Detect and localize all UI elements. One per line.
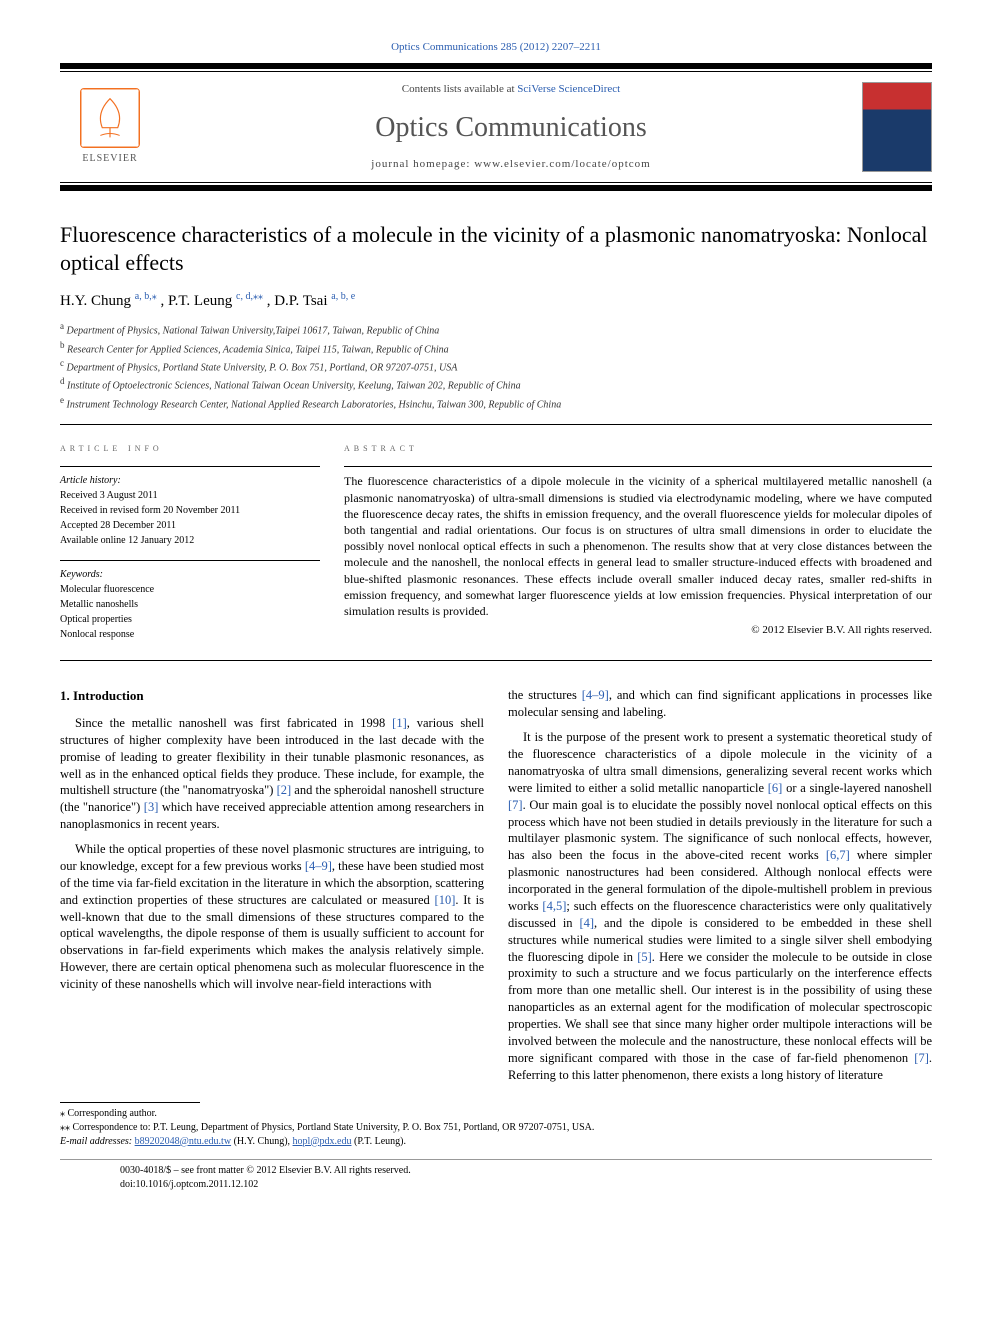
article-history-block: Article history: Received 3 August 2011 … xyxy=(60,473,320,548)
abstract-column: abstract The fluorescence characteristic… xyxy=(344,441,932,654)
author-1-name: H.Y. Chung xyxy=(60,293,131,309)
history-online: Available online 12 January 2012 xyxy=(60,533,320,548)
email-who-2: (P.T. Leung). xyxy=(354,1136,406,1147)
body-columns: 1. Introduction Since the metallic nanos… xyxy=(0,667,992,1101)
email-addresses-line: E-mail addresses: b89202048@ntu.edu.tw (… xyxy=(60,1135,932,1149)
info-divider-1 xyxy=(60,466,320,467)
branding-center: Contents lists available at SciVerse Sci… xyxy=(160,82,862,172)
journal-cover-thumbnail[interactable] xyxy=(862,82,932,172)
footnotes: ⁎ Corresponding author. ⁎⁎ Correspondenc… xyxy=(0,1102,992,1159)
keywords-block: Keywords: Molecular fluorescence Metalli… xyxy=(60,567,320,642)
affil-text-b: Research Center for Applied Sciences, Ac… xyxy=(67,344,449,355)
abstract-heading: abstract xyxy=(344,441,932,456)
author-3-name: D.P. Tsai xyxy=(274,293,327,309)
homepage-url[interactable]: www.elsevier.com/locate/optcom xyxy=(474,158,651,170)
contents-prefix: Contents lists available at xyxy=(402,83,517,95)
keywords-label: Keywords: xyxy=(60,567,320,582)
page-header: Optics Communications 285 (2012) 2207–22… xyxy=(0,0,992,191)
affil-key-e: e xyxy=(60,395,64,405)
author-1-corr[interactable]: ⁎ xyxy=(152,291,157,302)
affiliation-e: e Instrument Technology Research Center,… xyxy=(60,394,932,412)
bottom-left: 0030-4018/$ – see front matter © 2012 El… xyxy=(120,1164,411,1192)
affiliation-d: d Institute of Optoelectronic Sciences, … xyxy=(60,375,932,393)
doi-line[interactable]: doi:10.1016/j.optcom.2011.12.102 xyxy=(120,1178,411,1192)
journal-reference[interactable]: Optics Communications 285 (2012) 2207–22… xyxy=(60,40,932,55)
journal-homepage-line: journal homepage: www.elsevier.com/locat… xyxy=(160,157,862,172)
keyword-3: Optical properties xyxy=(60,612,320,627)
section-1-heading: 1. Introduction xyxy=(60,687,484,705)
affiliation-a: a Department of Physics, National Taiwan… xyxy=(60,320,932,338)
divider-after-abstract-wrap xyxy=(0,660,992,661)
affil-text-c: Department of Physics, Portland State Un… xyxy=(67,362,458,373)
keyword-2: Metallic nanoshells xyxy=(60,597,320,612)
author-list: H.Y. Chung a, b,⁎ , P.T. Leung c, d,⁎⁎ ,… xyxy=(60,290,932,312)
publisher-logo-box: ELSEVIER xyxy=(60,82,160,172)
author-1-affil[interactable]: a, b, xyxy=(135,291,152,302)
journal-name: Optics Communications xyxy=(160,108,862,147)
intro-para-3-cont: the structures [4–9], and which can find… xyxy=(508,687,932,721)
history-label: Article history: xyxy=(60,473,320,488)
article-info-column: article info Article history: Received 3… xyxy=(60,441,320,654)
bottom-bar: 0030-4018/$ – see front matter © 2012 El… xyxy=(60,1159,932,1212)
intro-para-4: It is the purpose of the present work to… xyxy=(508,729,932,1083)
author-2-affil[interactable]: c, d, xyxy=(236,291,253,302)
author-3[interactable]: D.P. Tsai a, b, e xyxy=(274,293,355,309)
affiliation-c: c Department of Physics, Portland State … xyxy=(60,357,932,375)
body-column-left: 1. Introduction Since the metallic nanos… xyxy=(60,687,484,1091)
affiliation-list: a Department of Physics, National Taiwan… xyxy=(60,320,932,412)
abstract-copyright: © 2012 Elsevier B.V. All rights reserved… xyxy=(344,623,932,638)
author-2-name: P.T. Leung xyxy=(168,293,232,309)
abstract-divider xyxy=(344,466,932,467)
info-abstract-row: article info Article history: Received 3… xyxy=(0,441,992,654)
affil-key-c: c xyxy=(60,358,64,368)
affil-text-e: Instrument Technology Research Center, N… xyxy=(67,399,562,410)
footnote-divider xyxy=(60,1102,200,1103)
email-link-2[interactable]: hopl@pdx.edu xyxy=(293,1136,352,1147)
contents-available-line: Contents lists available at SciVerse Sci… xyxy=(160,82,862,97)
email-label: E-mail addresses: xyxy=(60,1136,132,1147)
affil-text-d: Institute of Optoelectronic Sciences, Na… xyxy=(67,381,521,392)
intro-para-2: While the optical properties of these no… xyxy=(60,841,484,993)
keyword-4: Nonlocal response xyxy=(60,627,320,642)
intro-para-1: Since the metallic nanoshell was first f… xyxy=(60,715,484,833)
divider-after-abstract xyxy=(60,660,932,661)
email-who-1: (H.Y. Chung), xyxy=(234,1136,290,1147)
affil-key-b: b xyxy=(60,340,65,350)
homepage-prefix: journal homepage: xyxy=(371,158,474,170)
keyword-1: Molecular fluorescence xyxy=(60,582,320,597)
issn-line: 0030-4018/$ – see front matter © 2012 El… xyxy=(120,1164,411,1178)
history-received: Received 3 August 2011 xyxy=(60,488,320,503)
elsevier-tree-icon xyxy=(80,88,140,148)
sciencedirect-link[interactable]: SciVerse ScienceDirect xyxy=(517,83,620,95)
publisher-name: ELSEVIER xyxy=(82,152,137,166)
affil-key-a: a xyxy=(60,321,64,331)
info-divider-2 xyxy=(60,560,320,561)
history-revised: Received in revised form 20 November 201… xyxy=(60,503,320,518)
abstract-text: The fluorescence characteristics of a di… xyxy=(344,473,932,619)
divider-above-info xyxy=(60,424,932,425)
affil-key-d: d xyxy=(60,376,65,386)
author-2-corr[interactable]: ⁎⁎ xyxy=(253,291,263,302)
elsevier-logo[interactable]: ELSEVIER xyxy=(70,82,150,172)
rule-thin-lower xyxy=(60,182,932,183)
corresponding-author-note-1: ⁎ Corresponding author. xyxy=(60,1107,932,1121)
article-info-heading: article info xyxy=(60,441,320,456)
body-column-right: the structures [4–9], and which can find… xyxy=(508,687,932,1091)
corresponding-author-note-2: ⁎⁎ Correspondence to: P.T. Leung, Depart… xyxy=(60,1121,932,1135)
article-title: Fluorescence characteristics of a molecu… xyxy=(60,221,932,276)
article-head: Fluorescence characteristics of a molecu… xyxy=(0,191,992,441)
author-3-affil[interactable]: a, b, e xyxy=(331,291,355,302)
affiliation-b: b Research Center for Applied Sciences, … xyxy=(60,339,932,357)
author-1[interactable]: H.Y. Chung a, b,⁎ xyxy=(60,293,160,309)
author-2[interactable]: P.T. Leung c, d,⁎⁎ xyxy=(168,293,267,309)
history-accepted: Accepted 28 December 2011 xyxy=(60,518,320,533)
rule-thick-top xyxy=(60,63,932,69)
email-link-1[interactable]: b89202048@ntu.edu.tw xyxy=(135,1136,231,1147)
branding-row: ELSEVIER Contents lists available at Sci… xyxy=(60,72,932,182)
affil-text-a: Department of Physics, National Taiwan U… xyxy=(67,326,440,337)
